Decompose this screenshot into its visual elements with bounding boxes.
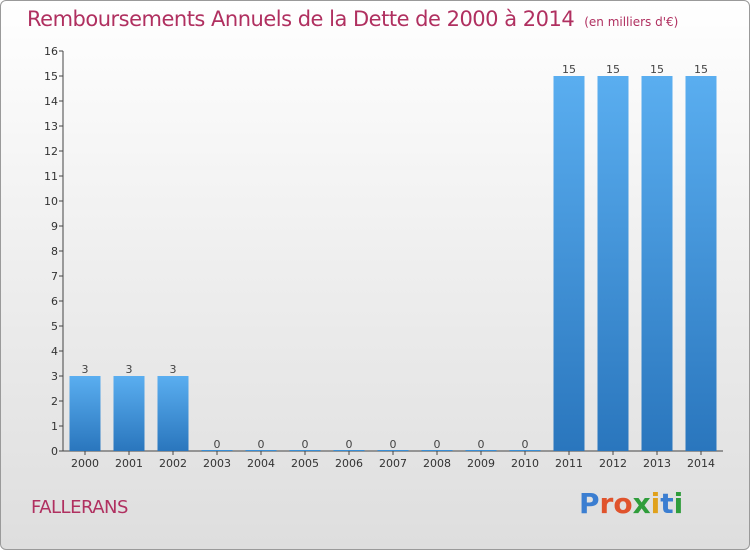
logo-letter: P [579, 487, 600, 520]
y-tick-label: 1 [51, 420, 58, 433]
y-tick-label: 3 [51, 370, 58, 383]
bar [69, 376, 101, 451]
x-tick-label: 2007 [379, 457, 407, 470]
y-tick-label: 7 [51, 270, 58, 283]
x-tick-label: 2009 [467, 457, 495, 470]
data-label: 0 [258, 438, 265, 451]
data-label: 0 [478, 438, 485, 451]
y-tick-label: 8 [51, 245, 58, 258]
x-tick-label: 2004 [247, 457, 275, 470]
x-tick-label: 2013 [643, 457, 671, 470]
y-tick-label: 14 [44, 95, 58, 108]
y-tick-label: 9 [51, 220, 58, 233]
bar [685, 76, 717, 451]
y-tick-label: 13 [44, 120, 58, 133]
x-tick-label: 2006 [335, 457, 363, 470]
bar [465, 450, 497, 451]
y-tick-label: 4 [51, 345, 58, 358]
data-label: 3 [126, 363, 133, 376]
logo-letter: r [599, 487, 614, 520]
y-tick-label: 12 [44, 145, 58, 158]
y-tick-label: 10 [44, 195, 58, 208]
data-label: 15 [650, 63, 664, 76]
chart-title: Remboursements Annuels de la Dette de 20… [27, 7, 678, 31]
data-label: 15 [606, 63, 620, 76]
x-tick-label: 2011 [555, 457, 583, 470]
bar [641, 76, 673, 451]
data-label: 0 [346, 438, 353, 451]
bar [201, 450, 233, 451]
data-label: 0 [302, 438, 309, 451]
commune-name: FALLERANS [31, 497, 128, 518]
data-label: 15 [562, 63, 576, 76]
data-label: 0 [214, 438, 221, 451]
x-tick-label: 2001 [115, 457, 143, 470]
bar [597, 76, 629, 451]
proxiti-logo: Proxiti [579, 487, 683, 520]
bar [289, 450, 321, 451]
bar [509, 450, 541, 451]
x-tick-label: 2010 [511, 457, 539, 470]
bar [245, 450, 277, 451]
x-tick-label: 2008 [423, 457, 451, 470]
y-tick-label: 16 [44, 45, 58, 58]
logo-letter: o [613, 487, 633, 520]
x-tick-label: 2005 [291, 457, 319, 470]
data-label: 0 [390, 438, 397, 451]
data-label: 3 [170, 363, 177, 376]
y-tick-label: 0 [51, 445, 58, 458]
data-label: 0 [522, 438, 529, 451]
bar [553, 76, 585, 451]
bar [157, 376, 189, 451]
y-tick-label: 6 [51, 295, 58, 308]
x-tick-label: 2014 [687, 457, 715, 470]
logo-letter: t [660, 487, 674, 520]
bar [113, 376, 145, 451]
chart-unit: (en milliers d'€) [584, 15, 679, 29]
y-tick-label: 5 [51, 320, 58, 333]
data-label: 0 [434, 438, 441, 451]
chart-title-text: Remboursements Annuels de la Dette de 20… [27, 7, 575, 31]
y-tick-label: 15 [44, 70, 58, 83]
x-tick-label: 2012 [599, 457, 627, 470]
bar [421, 450, 453, 451]
x-tick-label: 2003 [203, 457, 231, 470]
y-tick-label: 2 [51, 395, 58, 408]
bar [333, 450, 365, 451]
y-tick-label: 11 [44, 170, 58, 183]
x-tick-label: 2002 [159, 457, 187, 470]
data-label: 15 [694, 63, 708, 76]
bar [377, 450, 409, 451]
logo-letter: i [650, 487, 661, 520]
logo-letter: x [632, 487, 651, 520]
data-label: 3 [82, 363, 89, 376]
x-tick-label: 2000 [71, 457, 99, 470]
logo-letter: i [673, 487, 684, 520]
